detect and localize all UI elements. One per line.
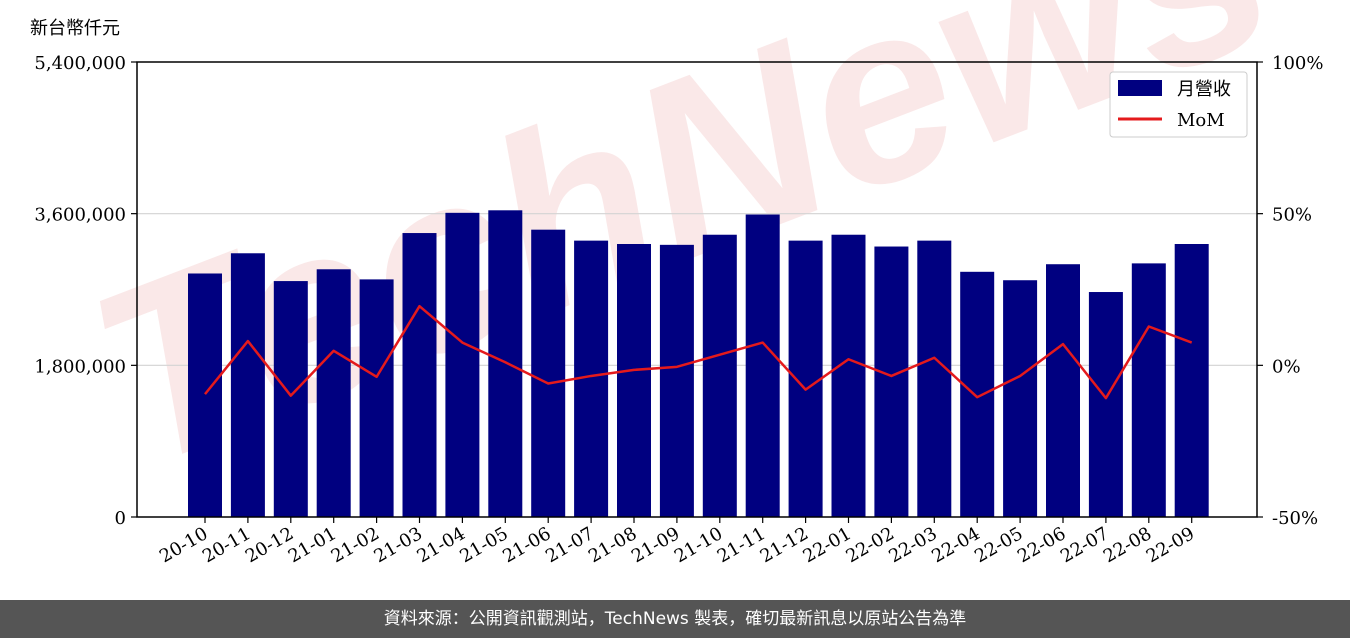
bar-21-01: [316, 269, 351, 517]
x-tick-label: 22-01: [800, 523, 855, 567]
x-tick-label: 21-05: [456, 523, 511, 567]
mom-line: [204, 304, 1193, 400]
x-tick-label: 21-10: [671, 523, 726, 567]
bar-21-02: [359, 279, 394, 517]
x-tick-label: 21-01: [285, 523, 340, 567]
chart-canvas: TechNews 01,800,0003,600,0005,400,000-50…: [34, 0, 1323, 567]
y-right-tick-label: 50%: [1272, 205, 1312, 226]
bar-22-08: [1131, 263, 1166, 517]
x-tick-label: 22-08: [1100, 523, 1155, 567]
y-right-tick-label: 100%: [1272, 53, 1323, 74]
legend-line-label: MoM: [1177, 110, 1225, 131]
x-tick-label: 21-04: [413, 523, 468, 567]
bar-22-07: [1088, 292, 1123, 517]
x-tick-label: 20-12: [242, 523, 297, 567]
y-left-tick-label: 5,400,000: [34, 53, 126, 74]
y-left-tick-label: 1,800,000: [34, 356, 126, 377]
x-tick-label: 21-06: [499, 523, 554, 567]
x-tick-label: 22-02: [842, 523, 897, 567]
y-left-tick-label: 0: [115, 508, 126, 529]
bar-series: [188, 210, 1209, 518]
bar-21-06: [531, 229, 566, 518]
legend-bar-label: 月營收: [1177, 79, 1231, 100]
source-footer: 資料來源：公開資訊觀測站，TechNews 製表，確切最新訊息以原站公告為準: [0, 600, 1350, 638]
bar-22-04: [960, 271, 995, 517]
bar-20-10: [188, 273, 222, 517]
bar-21-10: [702, 234, 737, 517]
bar-21-09: [659, 244, 694, 517]
bar-21-12: [788, 240, 823, 517]
bar-20-11: [230, 253, 265, 517]
bar-21-04: [445, 212, 480, 517]
y-right-tick-label: 0%: [1272, 356, 1301, 377]
bar-22-09: [1174, 244, 1209, 517]
x-tick-label: 21-03: [371, 523, 426, 567]
bar-20-12: [273, 281, 308, 517]
y-axis-unit-label: 新台幣仟元: [30, 18, 120, 39]
bar-22-06: [1046, 264, 1080, 517]
x-tick-label: 22-09: [1143, 523, 1198, 567]
x-tick-label: 22-06: [1014, 523, 1069, 567]
x-tick-label: 21-08: [585, 523, 640, 567]
x-tick-label: 22-05: [971, 523, 1026, 567]
x-tick-label: 22-04: [928, 523, 983, 567]
bar-22-05: [1003, 280, 1038, 517]
plot-frame: [136, 61, 1258, 518]
y-right-tick-label: -50%: [1272, 508, 1318, 529]
x-tick-label: 22-07: [1057, 523, 1112, 567]
x-tick-label: 22-03: [885, 523, 940, 567]
bar-21-03: [402, 233, 437, 517]
mom-line-series: [204, 304, 1193, 400]
bar-22-01: [831, 234, 866, 517]
y-left-tick-label: 3,600,000: [34, 205, 126, 226]
x-tick-label: 21-07: [542, 523, 597, 567]
legend: 月營收 MoM: [1109, 71, 1248, 138]
bar-22-03: [917, 240, 952, 517]
bar-21-08: [617, 244, 651, 517]
x-tick-label: 21-12: [757, 523, 812, 567]
x-tick-label: 21-11: [714, 523, 769, 567]
x-tick-label: 21-09: [628, 523, 683, 567]
legend-bar-swatch: [1118, 80, 1162, 96]
bar-21-11: [745, 214, 780, 517]
x-tick-label: 21-02: [328, 523, 383, 567]
x-tick-label: 20-10: [156, 523, 211, 567]
bar-22-02: [874, 246, 909, 517]
x-tick-label: 20-11: [199, 523, 254, 567]
